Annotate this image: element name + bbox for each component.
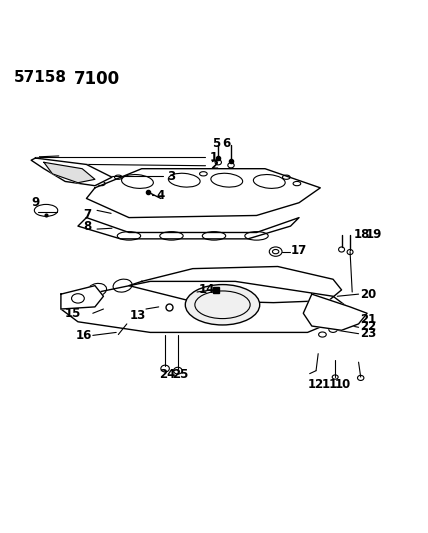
Text: 6: 6: [222, 136, 230, 150]
Text: 11: 11: [321, 378, 338, 391]
Text: 4: 4: [157, 189, 165, 201]
Polygon shape: [44, 163, 95, 183]
Text: 3: 3: [167, 170, 175, 183]
Text: 9: 9: [31, 196, 39, 209]
Text: 7: 7: [83, 208, 92, 221]
Text: 24: 24: [159, 368, 175, 382]
Text: 20: 20: [360, 288, 376, 301]
Text: 7100: 7100: [74, 70, 120, 87]
Polygon shape: [61, 286, 104, 309]
Text: 10: 10: [334, 378, 351, 391]
Text: 23: 23: [360, 327, 376, 340]
Text: 21: 21: [360, 313, 376, 326]
Text: 2: 2: [210, 159, 218, 172]
Text: 5: 5: [212, 136, 220, 150]
Text: 14: 14: [199, 282, 215, 295]
Text: 12: 12: [308, 378, 324, 391]
Text: 13: 13: [130, 309, 146, 322]
Polygon shape: [303, 294, 367, 330]
Text: 22: 22: [360, 320, 376, 333]
Text: 16: 16: [76, 329, 92, 342]
Polygon shape: [78, 217, 299, 239]
Text: 17: 17: [291, 244, 307, 257]
Polygon shape: [86, 169, 320, 217]
Text: 15: 15: [64, 307, 81, 320]
Text: 1: 1: [210, 151, 218, 164]
Text: 57158: 57158: [14, 70, 67, 85]
Polygon shape: [31, 158, 112, 185]
Ellipse shape: [185, 285, 260, 325]
Text: 19: 19: [366, 228, 382, 241]
Polygon shape: [129, 266, 342, 303]
Polygon shape: [61, 281, 350, 333]
Text: 8: 8: [83, 220, 92, 232]
Text: 18: 18: [354, 228, 370, 241]
Text: 25: 25: [172, 368, 189, 382]
